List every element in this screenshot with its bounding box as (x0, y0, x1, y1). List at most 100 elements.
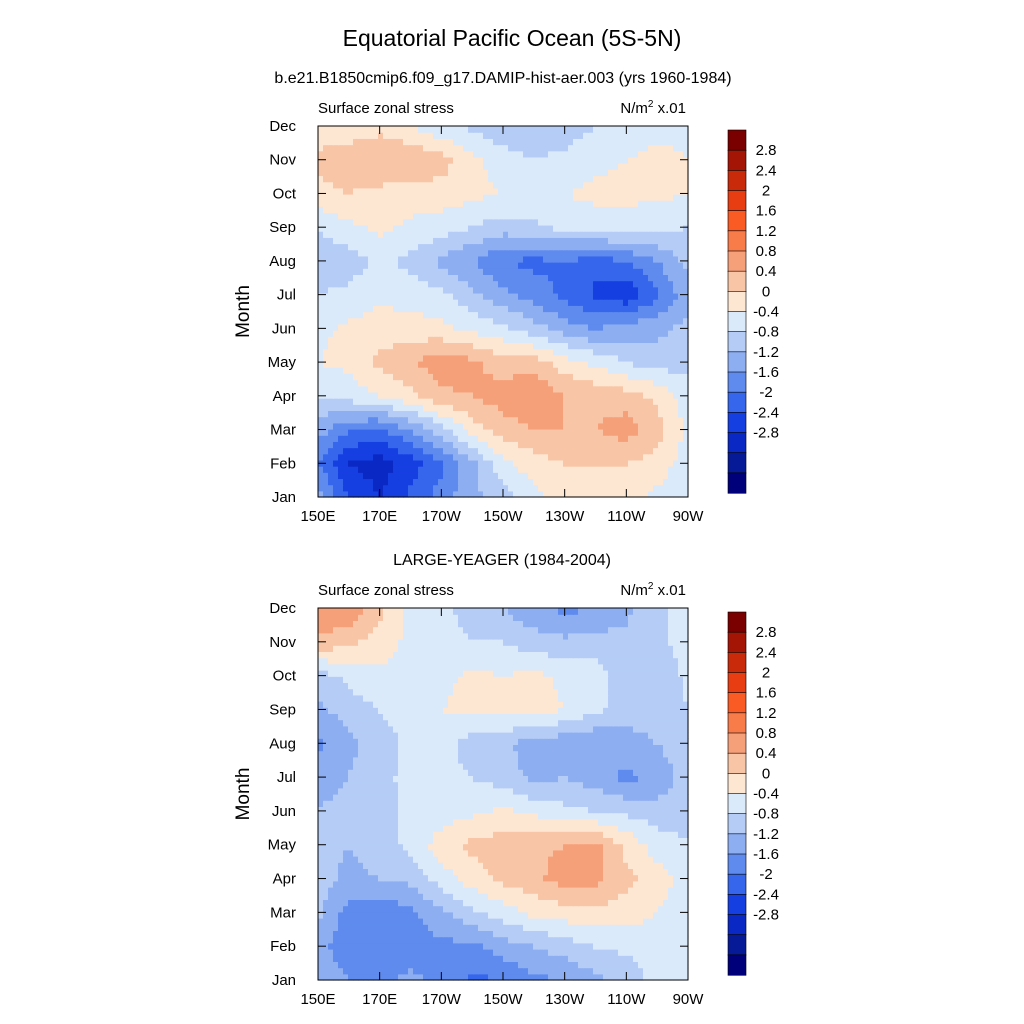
contour-cell (498, 243, 504, 251)
contour-cell (573, 336, 579, 344)
contour-cell (643, 398, 649, 405)
contour-cell (663, 348, 669, 356)
contour-cell (638, 323, 644, 331)
contour-cell (328, 961, 334, 969)
contour-cell (573, 428, 579, 436)
contour-cell (528, 249, 534, 257)
contour-cell (318, 441, 324, 449)
contour-cell (598, 231, 604, 238)
colorbar-label: 2.4 (756, 162, 777, 179)
contour-cell (503, 973, 509, 981)
contour-cell (523, 490, 529, 498)
contour-cell (543, 200, 549, 207)
contour-cell (678, 391, 684, 399)
contour-cell (328, 490, 334, 498)
contour-cell (653, 181, 659, 189)
contour-cell (348, 435, 354, 442)
contour-cell (343, 478, 349, 486)
contour-cell (413, 360, 419, 368)
contour-cell (318, 385, 324, 393)
contour-cell (483, 243, 489, 251)
contour-cell (403, 126, 409, 133)
contour-cell (528, 428, 534, 436)
contour-cell (663, 243, 669, 251)
contour-cell (348, 961, 354, 969)
contour-cell (423, 231, 429, 238)
contour-cell (563, 224, 569, 232)
contour-cell (423, 243, 429, 251)
y-tick-label: Sep (269, 219, 296, 236)
contour-cell (453, 200, 459, 207)
contour-cell (598, 973, 604, 981)
contour-cell (408, 373, 414, 381)
contour-cell (653, 163, 659, 170)
contour-cell (323, 255, 329, 263)
contour-cell (628, 175, 634, 183)
contour-cell (578, 150, 584, 158)
contour-cell (378, 410, 384, 418)
contour-cell (538, 354, 544, 362)
contour-cell (373, 163, 379, 170)
contour-cell (348, 132, 354, 139)
contour-cell (328, 212, 334, 220)
contour-cell (473, 422, 479, 430)
contour-cell (408, 187, 414, 195)
contour-cell (483, 292, 489, 300)
contour-cell (403, 961, 409, 969)
contour-cell (573, 156, 579, 164)
contour-cell (458, 391, 464, 399)
contour-cell (488, 237, 494, 245)
contour-cell (583, 138, 589, 146)
contour-cell (423, 224, 429, 232)
contour-cell (493, 249, 499, 257)
contour-cell (358, 224, 364, 232)
contour-cell (563, 255, 569, 263)
contour-cell (628, 138, 634, 146)
contour-cell (453, 187, 459, 195)
contour-cell (353, 268, 359, 275)
contour-cell (413, 286, 419, 294)
contour-cell (603, 286, 609, 294)
contour-cell (378, 478, 384, 486)
contour-cell (318, 379, 324, 387)
contour-cell (673, 435, 679, 442)
contour-cell (373, 187, 379, 195)
contour-cell (543, 299, 549, 306)
contour-cell (458, 404, 464, 412)
contour-cell (568, 224, 574, 232)
contour-cell (413, 973, 419, 981)
contour-cell (563, 169, 569, 177)
contour-cell (458, 447, 464, 455)
contour-cell (458, 255, 464, 263)
contour-cell (523, 955, 529, 962)
contour-cell (583, 391, 589, 399)
contour-cell (648, 459, 654, 467)
contour-cell (458, 398, 464, 405)
contour-cell (603, 973, 609, 981)
contour-cell (598, 484, 604, 492)
contour-cell (603, 336, 609, 344)
contour-cell (373, 274, 379, 282)
contour-cell (413, 138, 419, 146)
contour-cell (453, 144, 459, 152)
contour-cell (363, 435, 369, 442)
contour-cell (523, 150, 529, 158)
contour-cell (588, 373, 594, 381)
contour-cell (493, 478, 499, 486)
contour-cell (643, 330, 649, 337)
contour-cell (438, 169, 444, 177)
contour-cell (548, 317, 554, 325)
contour-cell (653, 466, 659, 473)
contour-cell (493, 224, 499, 232)
y-axis-label: Month (233, 285, 254, 338)
contour-cell (423, 967, 429, 975)
contour-cell (598, 447, 604, 455)
contour-cell (658, 404, 664, 412)
contour-cell (448, 292, 454, 300)
contour-cell (363, 224, 369, 232)
contour-cell (448, 224, 454, 232)
contour-cell (428, 206, 434, 214)
contour-cell (358, 305, 364, 313)
contour-cell (498, 280, 504, 288)
contour-cell (388, 398, 394, 405)
